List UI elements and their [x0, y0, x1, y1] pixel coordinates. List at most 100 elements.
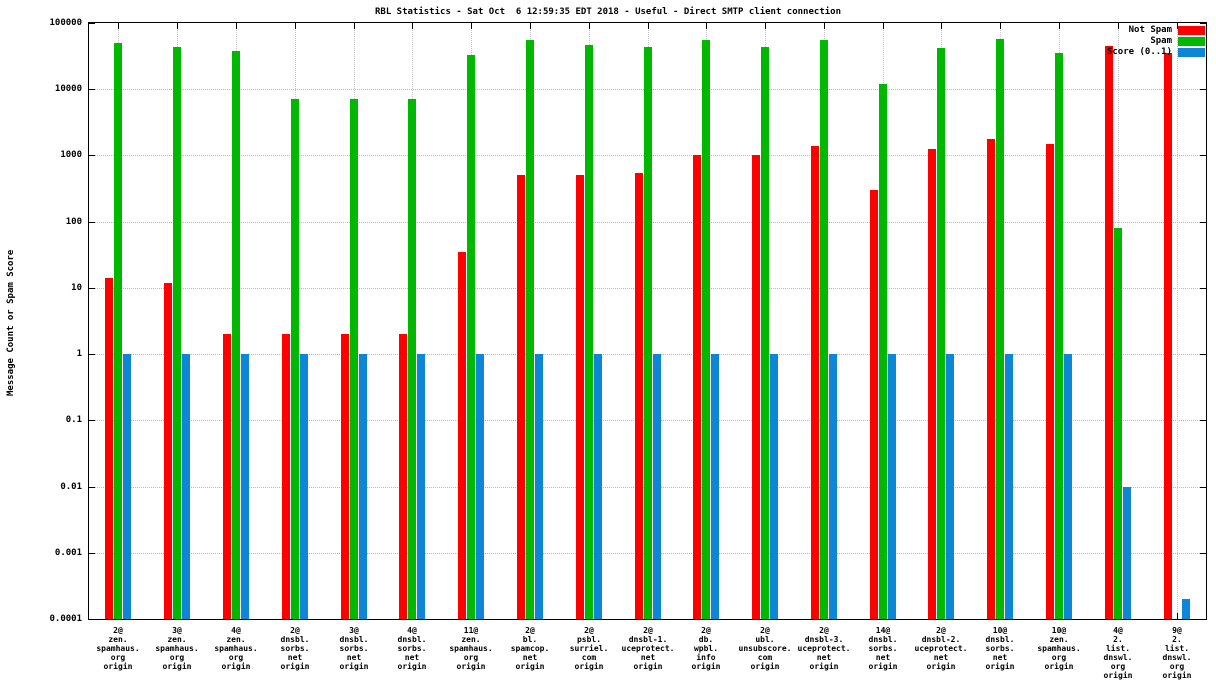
bar-score-0-1 [535, 354, 543, 619]
chart-title: RBL Statistics - Sat Oct 6 12:59:35 EDT … [375, 7, 841, 17]
x-category-label: 11@ zen. spamhaus. org origin [449, 626, 493, 671]
bar-score-0-1 [241, 354, 249, 619]
plot-area [88, 22, 1207, 620]
y-axis-label: Message Count or Spam Score [6, 249, 16, 396]
bar-not-spam [223, 334, 231, 619]
x-category-label: 3@ dnsbl. sorbs. net origin [339, 626, 369, 671]
x-axis-tick [883, 23, 884, 29]
x-axis-tick [118, 23, 119, 29]
x-axis-tick [471, 23, 472, 29]
legend-entry-score-0-1: Score (0..1) [1107, 47, 1205, 57]
legend: Not Spam Spam Score (0..1) [1107, 25, 1205, 57]
y-axis-tick [1200, 619, 1206, 620]
bar-spam [350, 99, 358, 619]
y-axis-tick [89, 89, 95, 90]
y-axis-tick [89, 288, 95, 289]
bar-not-spam [341, 334, 349, 619]
bar-score-0-1 [594, 354, 602, 619]
bar-score-0-1 [1005, 354, 1013, 619]
bar-not-spam [1105, 45, 1113, 619]
x-axis-tick [354, 23, 355, 29]
x-axis-tick [1118, 23, 1119, 29]
y-axis-tick [89, 487, 95, 488]
x-category-label: 4@ 2. list. dnswl. org origin [1103, 626, 1133, 680]
bar-score-0-1 [946, 354, 954, 619]
y-axis-tick [89, 553, 95, 554]
bar-spam [585, 44, 593, 619]
y-axis-tick [1200, 89, 1206, 90]
x-category-label: 9@ 2. list. dnswl. org origin [1162, 626, 1192, 680]
x-axis-tick [177, 23, 178, 29]
y-tick-label: 10000 [54, 84, 82, 94]
bar-score-0-1 [1064, 354, 1072, 619]
x-category-label: 10@ zen. spamhaus. org origin [1037, 626, 1081, 671]
x-axis-tick [1000, 23, 1001, 29]
y-axis-tick [89, 354, 95, 355]
bar-spam [526, 40, 534, 619]
x-category-label: 14@ dnsbl. sorbs. net origin [868, 626, 898, 671]
bar-not-spam [870, 190, 878, 619]
bar-spam [937, 47, 945, 619]
y-tick-label: 0.1 [65, 415, 82, 425]
x-category-label: 2@ ubl. unsubscore. com origin [738, 626, 792, 671]
bar-spam [702, 40, 710, 619]
y-tick-label: 10 [71, 283, 82, 293]
y-axis-tick [89, 222, 95, 223]
bar-spam [173, 47, 181, 619]
bar-not-spam [458, 251, 466, 619]
bar-not-spam [987, 138, 995, 619]
bar-not-spam [576, 175, 584, 619]
bar-spam [1114, 228, 1122, 619]
bar-not-spam [517, 175, 525, 619]
bar-spam [1055, 53, 1063, 619]
bar-not-spam [1164, 53, 1172, 619]
bar-score-0-1 [888, 354, 896, 619]
y-tick-label: 100 [65, 217, 82, 227]
vertical-gridline [1177, 23, 1178, 619]
x-axis-tick [824, 23, 825, 29]
x-axis-tick [589, 23, 590, 29]
y-axis-tick [89, 23, 95, 24]
y-tick-label: 0.01 [60, 482, 82, 492]
legend-swatch-score-0-1 [1178, 47, 1205, 57]
y-tick-label: 0.001 [54, 548, 82, 558]
bar-score-0-1 [417, 354, 425, 619]
y-axis-tick [1200, 553, 1206, 554]
bar-not-spam [693, 155, 701, 619]
x-axis-tick [295, 23, 296, 29]
x-axis-tick [236, 23, 237, 29]
x-category-label: 3@ zen. spamhaus. org origin [155, 626, 199, 671]
x-category-label: 2@ zen. spamhaus. org origin [96, 626, 140, 671]
bar-not-spam [635, 172, 643, 619]
x-category-label: 2@ bl. spamcop. net origin [510, 626, 550, 671]
x-axis-tick [706, 23, 707, 29]
bar-score-0-1 [829, 354, 837, 619]
legend-label-spam: Spam [1150, 36, 1172, 46]
bar-score-0-1 [770, 354, 778, 619]
bar-spam [114, 42, 122, 619]
bar-not-spam [1046, 143, 1054, 619]
y-axis-tick [1200, 420, 1206, 421]
bar-spam [408, 99, 416, 619]
x-axis-tick [1177, 613, 1178, 619]
y-axis-tick [89, 155, 95, 156]
x-category-label: 2@ db. wpbl. info origin [691, 626, 721, 671]
legend-swatch-spam [1178, 36, 1205, 46]
legend-label-score-0-1: Score (0..1) [1106, 47, 1172, 57]
bar-score-0-1 [711, 354, 719, 619]
bar-spam [467, 54, 475, 619]
bar-score-0-1 [123, 354, 131, 619]
bar-score-0-1 [300, 354, 308, 619]
legend-swatch-not-spam [1178, 25, 1205, 35]
x-category-label: 2@ psbl. surriel. com origin [569, 626, 609, 671]
y-axis-tick [89, 619, 95, 620]
bar-spam [291, 99, 299, 619]
x-category-label: 4@ dnsbl. sorbs. net origin [397, 626, 427, 671]
y-axis-tick [1200, 222, 1206, 223]
bar-score-0-1 [1182, 599, 1190, 619]
bar-spam [820, 40, 828, 619]
bar-not-spam [752, 155, 760, 619]
bar-score-0-1 [1123, 486, 1131, 619]
x-axis-tick [1059, 23, 1060, 29]
